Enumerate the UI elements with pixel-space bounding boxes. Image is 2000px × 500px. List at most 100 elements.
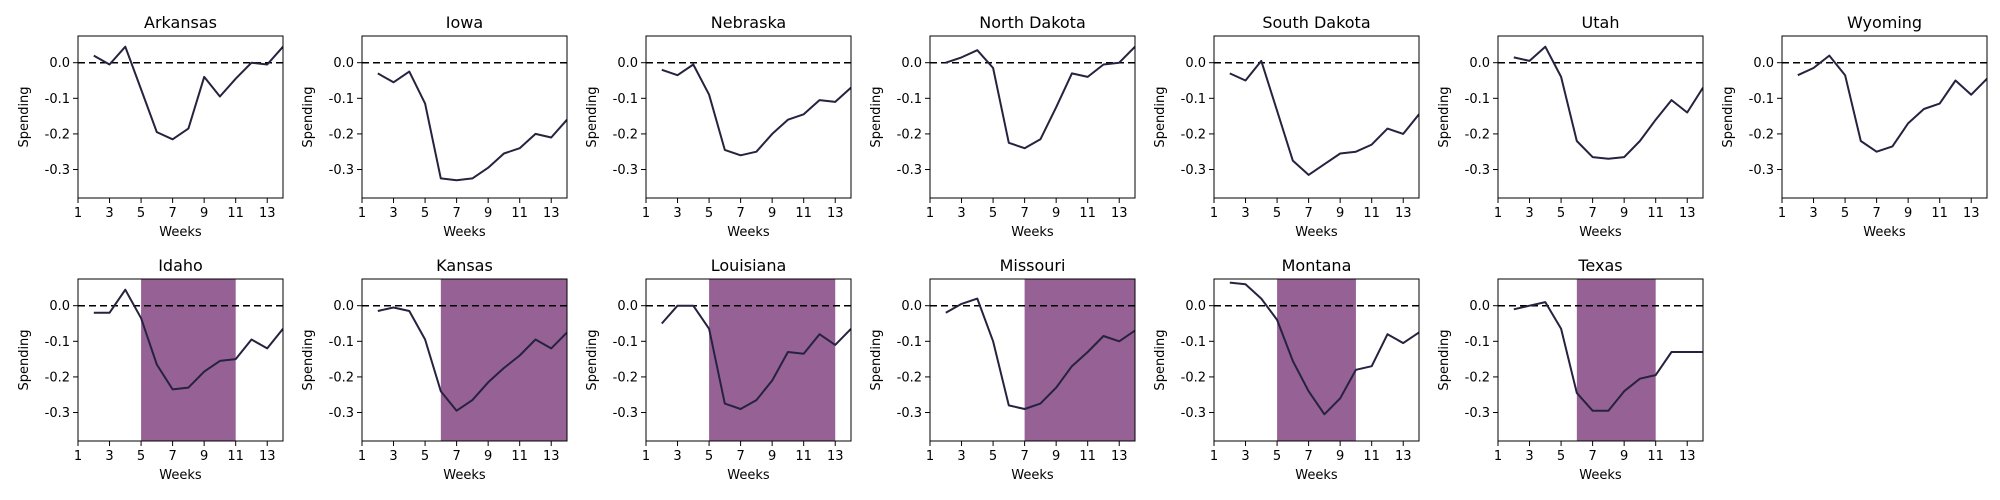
x-tick-label: 9: [200, 206, 208, 221]
x-tick-label: 5: [705, 206, 713, 221]
x-tick-label: 5: [989, 206, 997, 221]
y-tick-label: -0.3: [1181, 406, 1206, 421]
y-tick-label: 0.0: [1469, 299, 1490, 314]
y-tick-label: -0.2: [329, 127, 354, 142]
x-tick-label: 9: [1904, 206, 1912, 221]
x-tick-label: 5: [137, 449, 145, 464]
x-tick-label: 11: [1079, 206, 1096, 221]
x-tick-label: 1: [1210, 206, 1218, 221]
panel-title: South Dakota: [1262, 13, 1370, 32]
x-tick-label: 13: [827, 449, 844, 464]
y-axis-label: Spending: [585, 86, 600, 147]
y-tick-label: -0.2: [329, 370, 354, 385]
y-tick-label: -0.1: [1181, 92, 1206, 107]
y-axis-label: Spending: [585, 329, 600, 390]
x-tick-label: 1: [642, 206, 650, 221]
shaded-period: [1576, 279, 1656, 441]
panel-title: Kansas: [436, 256, 493, 275]
x-axis-label: Weeks: [1863, 225, 1906, 240]
spending-series-line: [377, 70, 567, 182]
x-tick-label: 7: [452, 206, 460, 221]
y-tick-label: 0.0: [49, 56, 70, 71]
x-tick-label: 5: [1841, 206, 1849, 221]
x-tick-label: 1: [358, 206, 366, 221]
x-tick-label: 13: [1395, 449, 1412, 464]
y-tick-label: -0.1: [613, 92, 638, 107]
x-tick-label: 1: [74, 206, 82, 221]
x-tick-label: 1: [1494, 206, 1502, 221]
x-tick-label: 1: [926, 206, 934, 221]
x-tick-label: 9: [484, 206, 492, 221]
panel-arkansas: 1 3 5 7 9 11 130.0-0.1-0.2-0.3ArkansasWeeksSpe…: [17, 13, 284, 240]
y-tick-label: -0.3: [1749, 163, 1774, 178]
panel-title: North Dakota: [979, 13, 1086, 32]
x-tick-label: 3: [105, 449, 113, 464]
y-tick-label: -0.1: [329, 335, 354, 350]
x-tick-label: 13: [1679, 449, 1696, 464]
spending-series-line: [377, 306, 567, 412]
y-axis-label: Spending: [17, 86, 32, 147]
x-axis-label: Weeks: [727, 225, 770, 240]
x-tick-label: 13: [1679, 206, 1696, 221]
x-tick-label: 9: [1620, 206, 1628, 221]
y-tick-label: -0.3: [1465, 406, 1490, 421]
panel-nebraska: 1 3 5 7 9 11 130.0-0.1-0.2-0.3NebraskaWeeksSpe…: [585, 13, 852, 240]
x-tick-label: 9: [1336, 449, 1344, 464]
x-tick-label: 5: [705, 449, 713, 464]
x-tick-label: 1: [926, 449, 934, 464]
x-tick-label: 13: [1395, 206, 1412, 221]
y-tick-label: -0.3: [329, 406, 354, 421]
y-axis-label: Spending: [1153, 329, 1168, 390]
x-tick-label: 5: [989, 449, 997, 464]
y-tick-label: -0.3: [1181, 163, 1206, 178]
x-tick-label: 13: [1111, 206, 1128, 221]
spending-series-line: [1797, 54, 1987, 153]
x-tick-label: 5: [421, 449, 429, 464]
spending-series-line: [945, 45, 1135, 150]
y-tick-label: 0.0: [1185, 56, 1206, 71]
x-tick-label: 11: [1931, 206, 1948, 221]
axes-frame: [361, 35, 568, 199]
x-tick-label: 7: [1588, 206, 1596, 221]
x-tick-label: 3: [389, 449, 397, 464]
y-tick-label: -0.3: [45, 163, 70, 178]
x-tick-label: 7: [736, 206, 744, 221]
panel-title: Missouri: [1000, 256, 1066, 275]
x-tick-label: 11: [1647, 449, 1664, 464]
y-tick-label: -0.1: [45, 335, 70, 350]
panel-title: Iowa: [446, 13, 483, 32]
x-tick-label: 1: [642, 449, 650, 464]
x-tick-label: 9: [1052, 449, 1060, 464]
y-tick-label: -0.1: [1465, 92, 1490, 107]
x-tick-label: 7: [1872, 206, 1880, 221]
panel-title: Montana: [1282, 256, 1352, 275]
spending-series-line: [661, 63, 851, 157]
y-axis-label: Spending: [1437, 329, 1452, 390]
panel-title: Nebraska: [711, 13, 786, 32]
y-tick-label: -0.3: [329, 163, 354, 178]
y-tick-label: -0.2: [1749, 127, 1774, 142]
y-tick-label: 0.0: [1185, 299, 1206, 314]
x-tick-label: 9: [1052, 206, 1060, 221]
y-tick-label: -0.2: [1465, 127, 1490, 142]
x-axis-label: Weeks: [1011, 468, 1054, 483]
y-axis-label: Spending: [301, 86, 316, 147]
axes-frame: [1213, 278, 1420, 442]
x-tick-label: 9: [768, 206, 776, 221]
x-tick-label: 11: [795, 449, 812, 464]
shaded-period: [1277, 279, 1356, 441]
x-tick-label: 3: [1525, 449, 1533, 464]
spending-series-line: [945, 297, 1135, 410]
y-tick-label: -0.2: [45, 127, 70, 142]
x-tick-label: 3: [673, 449, 681, 464]
x-tick-label: 13: [259, 449, 276, 464]
y-tick-label: 0.0: [901, 299, 922, 314]
y-tick-label: -0.1: [613, 335, 638, 350]
x-tick-label: 13: [1111, 449, 1128, 464]
spending-series-line: [93, 288, 283, 391]
x-tick-label: 5: [1557, 206, 1565, 221]
axes-frame: [1781, 35, 1988, 199]
y-tick-label: -0.2: [897, 370, 922, 385]
